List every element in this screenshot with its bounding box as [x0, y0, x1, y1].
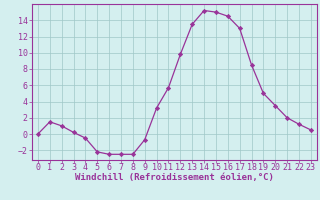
X-axis label: Windchill (Refroidissement éolien,°C): Windchill (Refroidissement éolien,°C) [75, 173, 274, 182]
